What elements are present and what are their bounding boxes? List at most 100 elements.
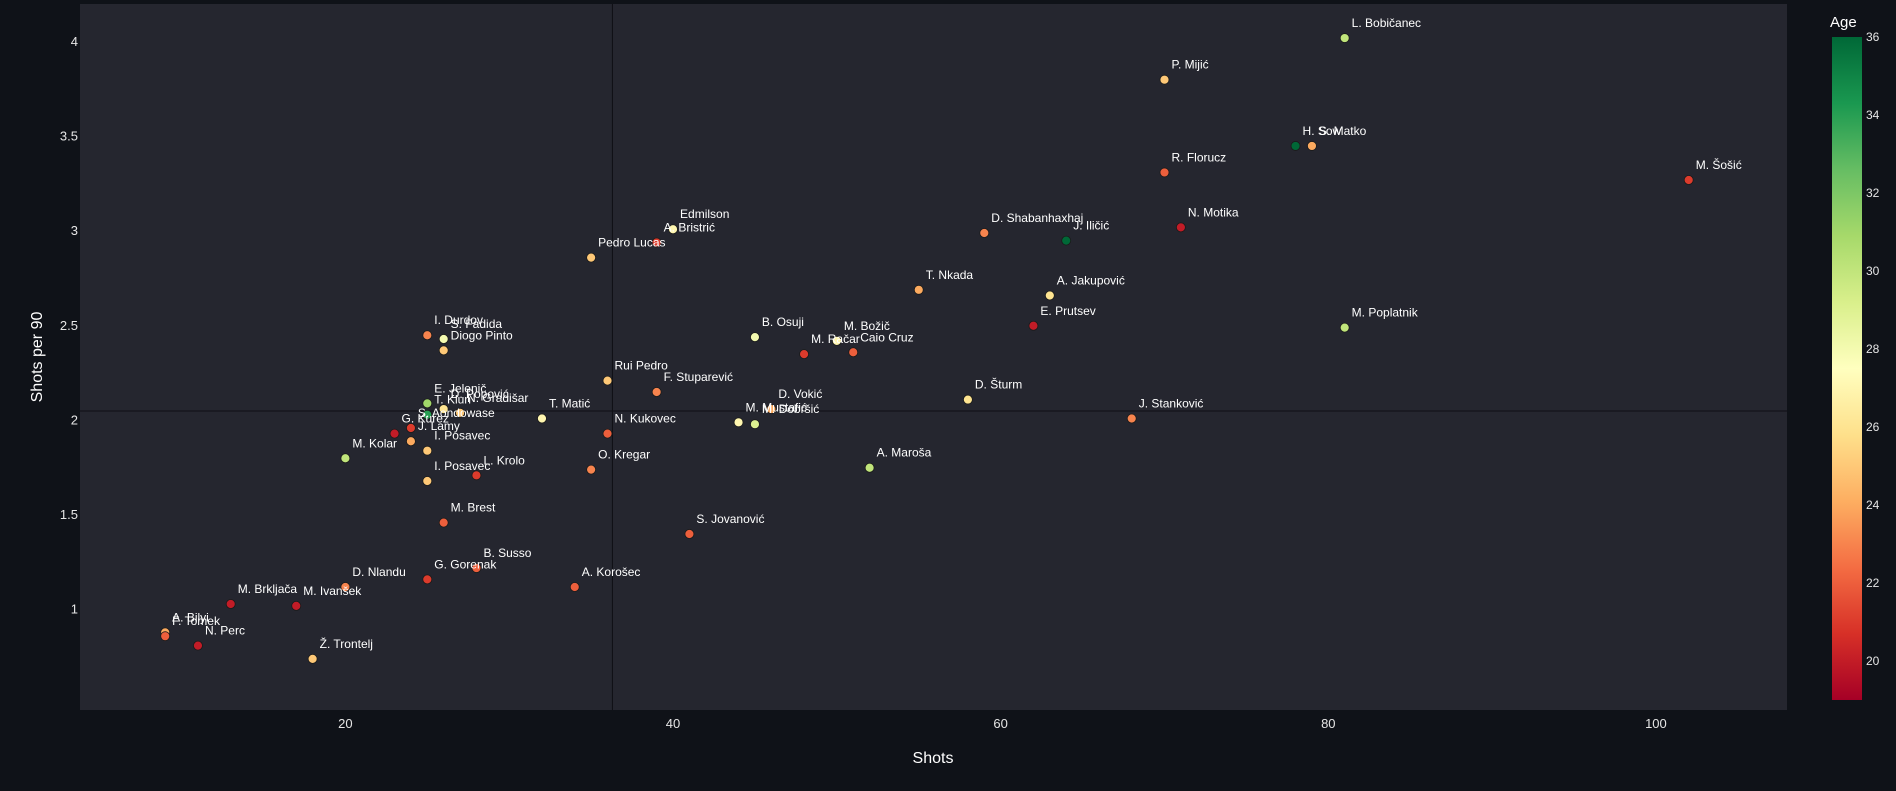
data-point[interactable] bbox=[1159, 74, 1170, 85]
data-point[interactable] bbox=[1339, 322, 1350, 333]
colorbar-tick-label: 32 bbox=[1866, 186, 1880, 200]
point-label: S. Fadida bbox=[451, 317, 503, 331]
y-tick-label: 3 bbox=[71, 223, 78, 238]
colorbar: Age 20 22 24 26 28 30 32 34 36 bbox=[1830, 14, 1880, 700]
data-point[interactable] bbox=[864, 462, 875, 473]
x-tick-label: 60 bbox=[993, 716, 1007, 731]
data-point[interactable] bbox=[193, 640, 203, 651]
data-point[interactable] bbox=[651, 237, 662, 248]
data-point[interactable] bbox=[291, 600, 302, 611]
colorbar-gradient bbox=[1832, 37, 1862, 700]
data-point[interactable] bbox=[438, 334, 449, 344]
colorbar-title: Age bbox=[1830, 14, 1857, 31]
y-tick-label: 2 bbox=[71, 412, 78, 427]
point-label: A. Maroša bbox=[877, 446, 932, 460]
colorbar-tick-label: 22 bbox=[1866, 576, 1880, 590]
x-tick-label: 80 bbox=[1321, 716, 1335, 731]
x-tick-label: 100 bbox=[1645, 716, 1667, 731]
data-point[interactable] bbox=[1339, 33, 1350, 43]
data-point[interactable] bbox=[848, 347, 859, 358]
data-point[interactable] bbox=[799, 349, 809, 360]
point-label: T. Nkada bbox=[926, 268, 974, 282]
data-point[interactable] bbox=[913, 284, 924, 295]
point-label: H. Sow bbox=[1303, 124, 1342, 138]
data-point[interactable] bbox=[422, 476, 433, 486]
point-label: D. Shabanhaxhaj bbox=[991, 211, 1083, 225]
point-label: Rui Pedro bbox=[614, 359, 668, 373]
data-point[interactable] bbox=[422, 445, 433, 456]
data-point[interactable] bbox=[1061, 235, 1072, 246]
data-point[interactable] bbox=[406, 436, 416, 447]
data-point[interactable] bbox=[406, 423, 416, 433]
data-point[interactable] bbox=[422, 409, 433, 420]
x-tick-label: 40 bbox=[666, 716, 680, 731]
data-point[interactable] bbox=[1683, 175, 1694, 185]
data-point[interactable] bbox=[1159, 167, 1170, 178]
point-label: A. Korošec bbox=[582, 565, 641, 579]
data-point[interactable] bbox=[963, 394, 973, 405]
point-label: S. Matko bbox=[1319, 124, 1367, 138]
y-axis-title: Shots per 90 bbox=[29, 312, 46, 403]
data-point[interactable] bbox=[586, 252, 597, 263]
data-point[interactable] bbox=[668, 224, 678, 235]
data-point[interactable] bbox=[1044, 290, 1055, 301]
data-point[interactable] bbox=[1290, 141, 1301, 151]
data-point[interactable] bbox=[750, 419, 760, 430]
data-point[interactable] bbox=[1126, 413, 1137, 424]
data-point[interactable] bbox=[733, 417, 744, 428]
y-tick-label: 3.5 bbox=[60, 128, 78, 143]
data-point[interactable] bbox=[569, 582, 580, 592]
point-label: Caio Cruz bbox=[860, 330, 913, 344]
data-point[interactable] bbox=[1028, 320, 1039, 331]
data-point[interactable] bbox=[586, 464, 597, 475]
data-point[interactable] bbox=[831, 336, 842, 346]
data-point[interactable] bbox=[1175, 222, 1186, 233]
data-point[interactable] bbox=[389, 428, 400, 439]
colorbar-tick-label: 36 bbox=[1866, 30, 1880, 44]
data-point[interactable] bbox=[455, 407, 465, 418]
colorbar-tick-label: 26 bbox=[1866, 420, 1880, 434]
data-point[interactable] bbox=[684, 529, 695, 539]
point-label: Ž. Trontelj bbox=[320, 636, 373, 651]
point-label: M. Dobršić bbox=[762, 402, 819, 416]
data-point[interactable] bbox=[160, 631, 171, 642]
point-label: E. Prutsev bbox=[1040, 304, 1095, 318]
point-label: M. Šošić bbox=[1696, 157, 1742, 172]
data-point[interactable] bbox=[422, 330, 433, 341]
data-point[interactable] bbox=[766, 404, 777, 414]
data-point[interactable] bbox=[750, 332, 760, 343]
data-point[interactable] bbox=[471, 563, 482, 573]
colorbar-tick-label: 20 bbox=[1866, 654, 1880, 668]
data-point[interactable] bbox=[1307, 141, 1317, 151]
y-tick-label: 1.5 bbox=[60, 507, 78, 522]
x-tick-label: 20 bbox=[338, 716, 352, 731]
data-point[interactable] bbox=[340, 453, 351, 464]
data-point[interactable] bbox=[602, 375, 613, 386]
point-label: M. Brest bbox=[451, 501, 496, 515]
point-label: B. Osuji bbox=[762, 315, 804, 329]
data-point[interactable] bbox=[307, 653, 318, 664]
data-point[interactable] bbox=[225, 599, 236, 609]
data-point[interactable] bbox=[438, 404, 449, 414]
y-tick-label: 1 bbox=[71, 602, 78, 617]
colorbar-tick-label: 34 bbox=[1866, 108, 1880, 122]
point-label: Diogo Pinto bbox=[451, 328, 513, 342]
data-point[interactable] bbox=[340, 582, 351, 592]
data-point[interactable] bbox=[979, 228, 990, 238]
data-point[interactable] bbox=[602, 428, 613, 439]
point-label: M. Poplatnik bbox=[1352, 306, 1419, 320]
data-point[interactable] bbox=[422, 574, 433, 585]
data-point[interactable] bbox=[537, 413, 547, 424]
data-point[interactable] bbox=[438, 345, 449, 356]
point-label: Pedro Lucas bbox=[598, 236, 665, 250]
data-point[interactable] bbox=[438, 517, 449, 528]
point-label: T. Matić bbox=[549, 397, 590, 411]
point-label: D. Vokić bbox=[778, 387, 822, 401]
data-point[interactable] bbox=[471, 470, 482, 481]
point-label: D. Šturm bbox=[975, 377, 1022, 392]
point-label: S. Aondowase bbox=[418, 406, 495, 420]
data-point[interactable] bbox=[422, 398, 433, 409]
data-point[interactable] bbox=[651, 387, 662, 397]
point-label: B. Susso bbox=[483, 546, 531, 560]
